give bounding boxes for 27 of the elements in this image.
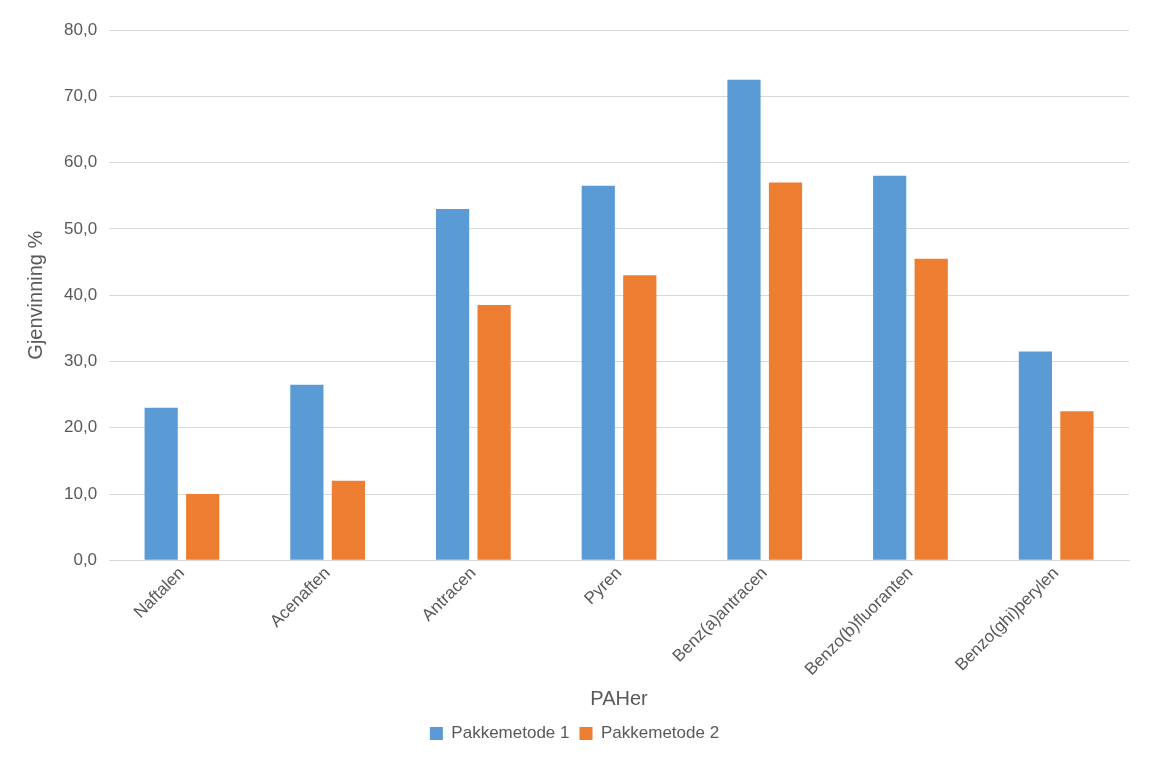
bar [768, 182, 803, 560]
y-tick-label: 30,0 [63, 351, 98, 371]
bar [435, 208, 470, 560]
y-tick-label: 40,0 [63, 284, 98, 304]
bar [581, 185, 615, 560]
x-axis-title: PAHer [590, 686, 649, 709]
y-tick-label: 50,0 [63, 218, 98, 238]
y-tick-label: 80,0 [63, 19, 98, 39]
y-tick-label: 20,0 [63, 417, 98, 437]
bar [727, 79, 761, 560]
legend-label: Pakkemetode 1 [451, 723, 570, 743]
bar [144, 407, 178, 560]
y-tick-label: 10,0 [63, 483, 98, 503]
bar [186, 494, 220, 560]
legend-label: Pakkemetode 2 [601, 723, 720, 743]
bar [1060, 411, 1094, 560]
bar [290, 384, 324, 560]
bar [477, 305, 511, 560]
y-tick-label: 60,0 [63, 152, 98, 172]
bar [331, 480, 366, 560]
bar [873, 175, 907, 560]
y-tick-label: 0,0 [73, 550, 98, 570]
y-axis-title: Gjenvinning % [23, 230, 46, 360]
y-tick-label: 70,0 [63, 85, 98, 105]
bar [1018, 351, 1052, 560]
bar [623, 275, 657, 560]
bar [914, 258, 948, 560]
